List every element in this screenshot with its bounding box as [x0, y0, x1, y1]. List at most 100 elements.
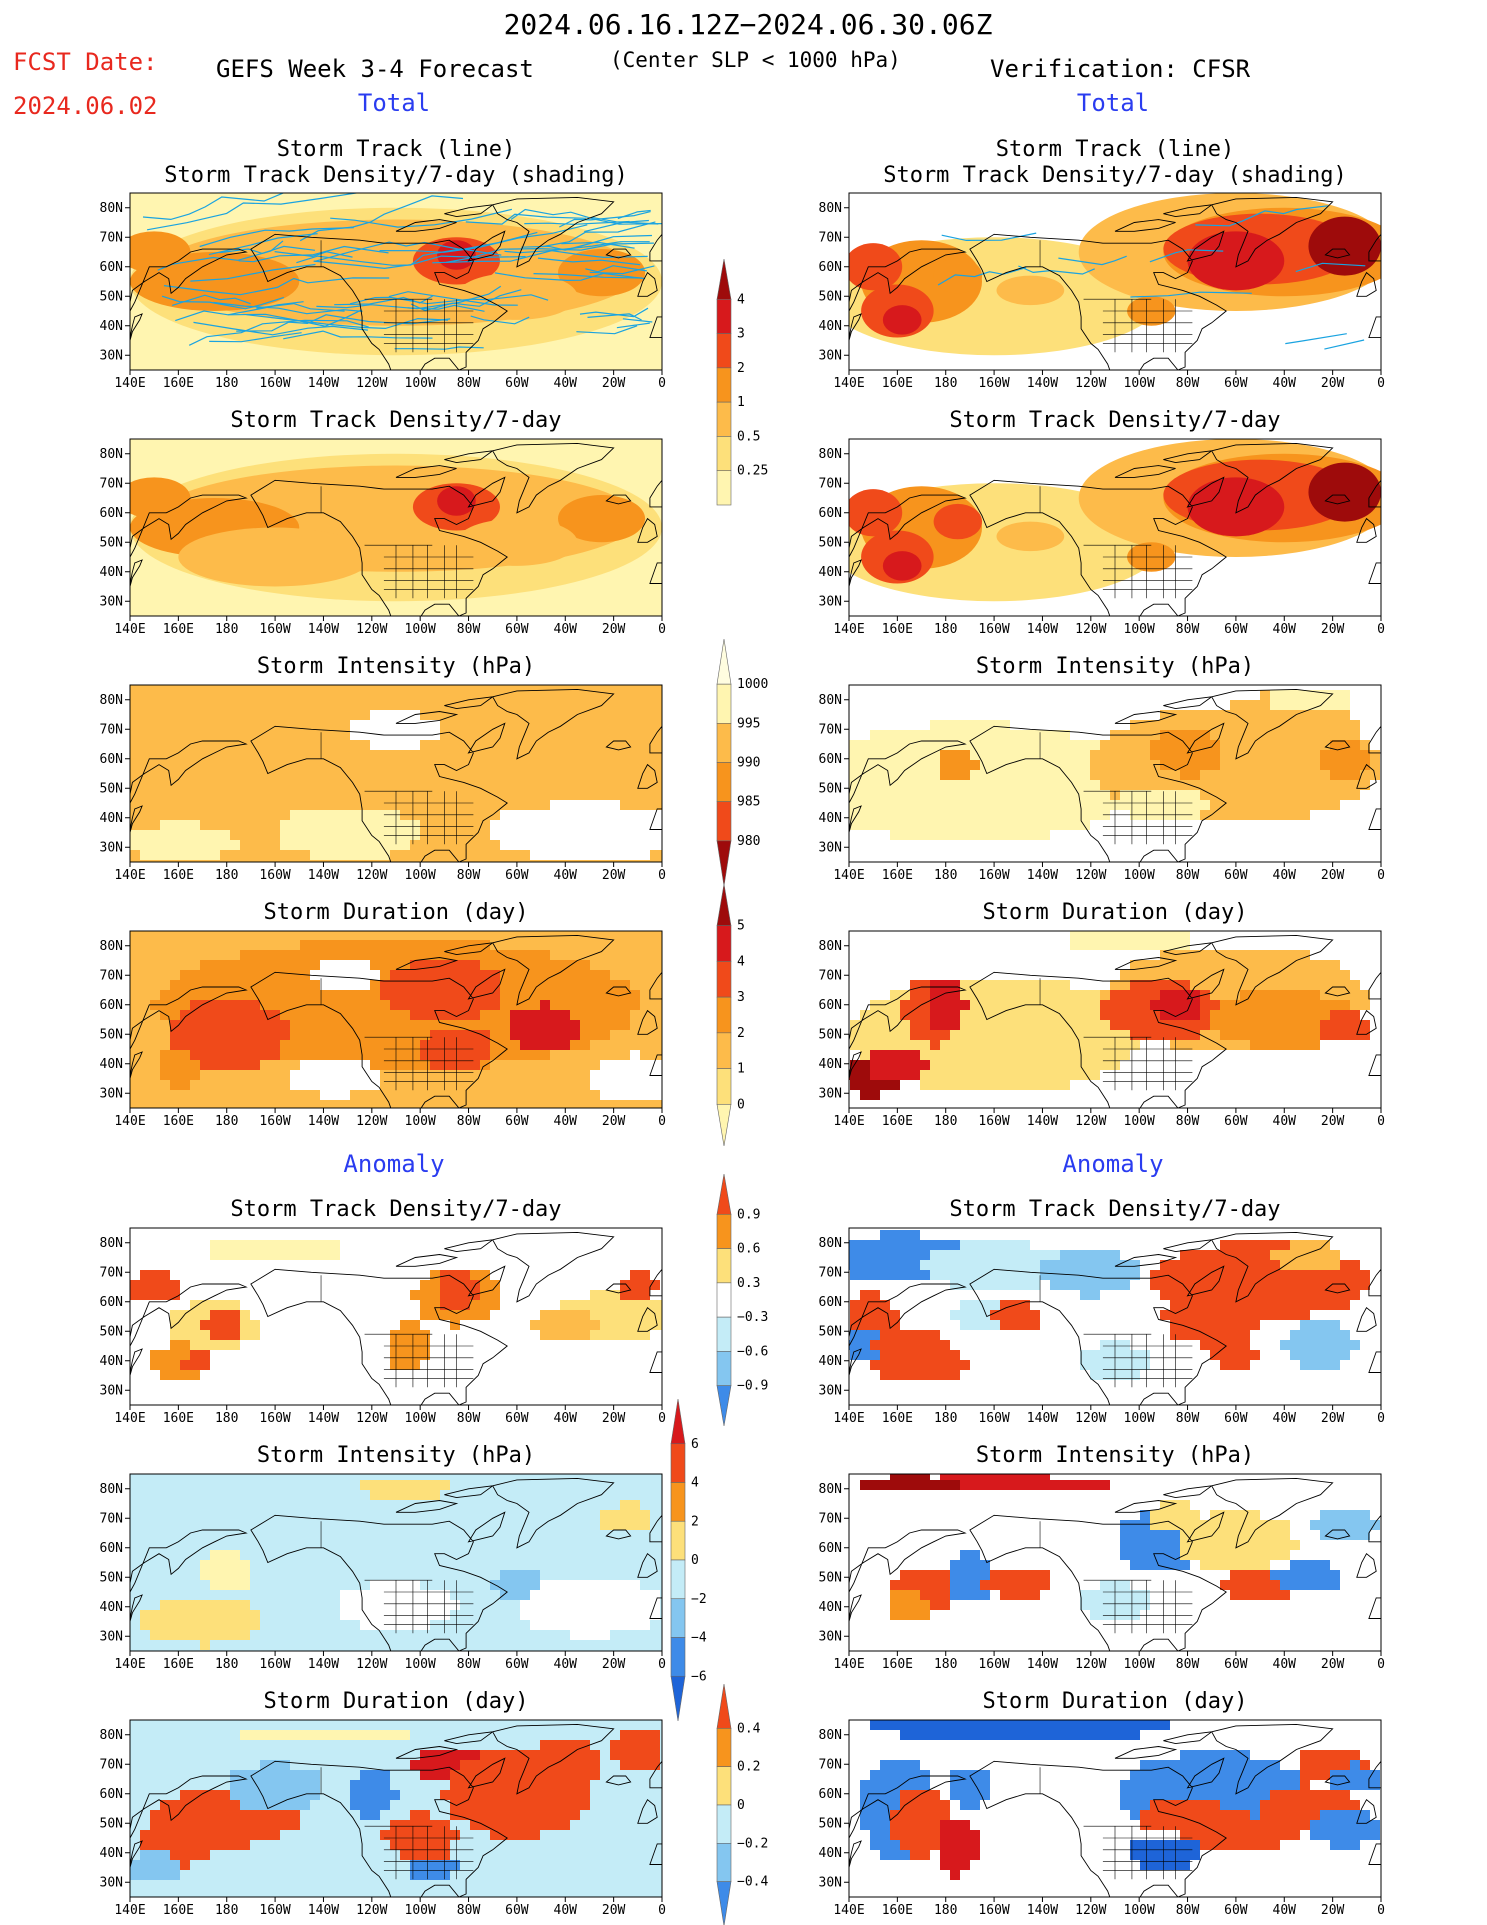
date-range-title: 2024.06.16.12Z−2024.06.30.06Z	[503, 8, 993, 41]
shade-region	[390, 1320, 430, 1370]
x-tick-label: 180	[934, 1657, 957, 1672]
x-tick-label: 120W	[1075, 1411, 1106, 1426]
colorbar-label: −0.3	[737, 1310, 768, 1325]
total-label-left: Total	[357, 89, 431, 117]
storm-track-line	[388, 291, 518, 306]
shade-region	[280, 810, 420, 860]
storm-track-line	[1149, 249, 1224, 263]
x-tick-label: 100W	[405, 622, 436, 637]
right-column-title: Verification: CFSR	[990, 55, 1251, 83]
y-tick-label: 70N	[819, 1265, 842, 1280]
shade-region	[510, 1000, 580, 1050]
y-tick-label: 30N	[100, 1086, 123, 1101]
y-tick-label: 70N	[100, 1757, 123, 1772]
storm-track-line	[256, 302, 345, 312]
shade-region	[170, 1300, 260, 1350]
shade-region	[360, 1480, 450, 1500]
map-panel: 140E 160E 180 160W 140W 120W 100W 80W 60W 40W 20W 0…	[819, 1473, 1385, 1672]
storm-track-line	[296, 248, 502, 266]
y-tick-label: 30N	[819, 1086, 842, 1101]
shade-region	[600, 1500, 650, 1530]
coastline	[130, 196, 662, 370]
left-column-title: GEFS Week 3-4 Forecast	[216, 55, 534, 83]
x-tick-label: 140E	[114, 1657, 145, 1672]
x-tick-label: 80W	[457, 1903, 481, 1918]
x-tick-label: 140E	[114, 1114, 145, 1129]
x-tick-label: 60W	[505, 376, 529, 391]
map-frame	[848, 1473, 1382, 1652]
x-tick-label: 180	[215, 622, 238, 637]
storm-track-line	[561, 241, 635, 249]
x-tick-label: 20W	[602, 1903, 626, 1918]
x-tick-label: 160E	[882, 622, 913, 637]
storm-track-line	[622, 318, 653, 323]
state-borders	[320, 732, 474, 845]
coastline	[849, 688, 1381, 862]
panel-title: Storm Track Density/7-day	[230, 408, 561, 433]
y-tick-label: 50N	[819, 781, 842, 796]
storm-track-line	[579, 307, 649, 318]
colorbar-label: 5	[737, 919, 745, 934]
x-tick-label: 160W	[259, 1114, 290, 1129]
x-tick-label: 100W	[1124, 1411, 1155, 1426]
storm-track-line	[494, 272, 646, 282]
shade-region	[1180, 1810, 1300, 1850]
state-borders	[320, 240, 474, 353]
storm-track-line	[246, 314, 449, 330]
y-tick-label: 60N	[819, 1787, 842, 1802]
x-tick-label: 20W	[1321, 622, 1345, 637]
coastline	[849, 934, 1381, 1108]
y-tick-label: 40N	[100, 319, 123, 334]
y-tick-label: 60N	[819, 752, 842, 767]
y-tick-label: 80N	[819, 939, 842, 954]
x-tick-label: 180	[934, 622, 957, 637]
x-tick-label: 80W	[1176, 622, 1200, 637]
coastline	[849, 196, 1381, 370]
shade-region	[420, 1030, 490, 1070]
x-tick-label: 120W	[1075, 1114, 1106, 1129]
map-panel: 140E 160E 180 160W 140W 120W 100W 80W 60W 40W 20W 0…	[819, 930, 1385, 1129]
x-tick-label: 120W	[356, 1411, 387, 1426]
colorbar-label: 2	[737, 361, 745, 376]
colorbar-cap	[716, 1683, 732, 1729]
x-tick-label: 20W	[1321, 376, 1345, 391]
y-tick-label: 70N	[100, 230, 123, 245]
x-tick-label: 160E	[882, 1114, 913, 1129]
shade-region	[380, 960, 500, 1020]
shade-region	[160, 1050, 200, 1090]
colorbar-cap	[716, 638, 732, 685]
colorbar-swatch	[716, 1351, 732, 1387]
shade-region	[996, 275, 1065, 306]
colorbar-swatch	[716, 1213, 732, 1249]
colorbar-swatch	[670, 1482, 686, 1522]
colorbar-label: 4	[737, 954, 745, 969]
colorbar-swatch	[670, 1443, 686, 1483]
panel-title: Storm Track Density/7-day	[949, 408, 1280, 433]
map-panel: 140E 160E 180 160W 140W 120W 100W 80W 60W 40W 20W 0…	[100, 1719, 666, 1918]
colorbar-label: 985	[737, 795, 760, 810]
x-tick-label: 20W	[1321, 1114, 1345, 1129]
x-tick-label: 100W	[405, 1114, 436, 1129]
y-tick-label: 60N	[819, 1295, 842, 1310]
map-frame	[129, 1473, 663, 1652]
x-tick-label: 160E	[882, 1411, 913, 1426]
colorbar-cap	[716, 258, 732, 300]
y-tick-label: 60N	[819, 260, 842, 275]
state-borders	[320, 1767, 474, 1880]
x-tick-label: 100W	[405, 1657, 436, 1672]
y-tick-label: 50N	[819, 1324, 842, 1339]
x-tick-label: 140E	[114, 1411, 145, 1426]
storm-track-line	[188, 319, 369, 346]
colorbar-duration-total: 5 4 3 2 1 0	[716, 883, 745, 1147]
x-tick-label: 140W	[1027, 1903, 1058, 1918]
x-tick-label: 100W	[1124, 868, 1155, 883]
state-borders	[1039, 1767, 1193, 1880]
y-tick-label: 50N	[100, 781, 123, 796]
x-tick-label: 140W	[308, 1657, 339, 1672]
coastline	[130, 1723, 662, 1897]
x-tick-label: 0	[1377, 622, 1385, 637]
x-tick-label: 160W	[978, 1114, 1009, 1129]
panel-title-line2: Storm Track Density/7-day (shading)	[883, 163, 1347, 188]
y-tick-label: 30N	[819, 1629, 842, 1644]
